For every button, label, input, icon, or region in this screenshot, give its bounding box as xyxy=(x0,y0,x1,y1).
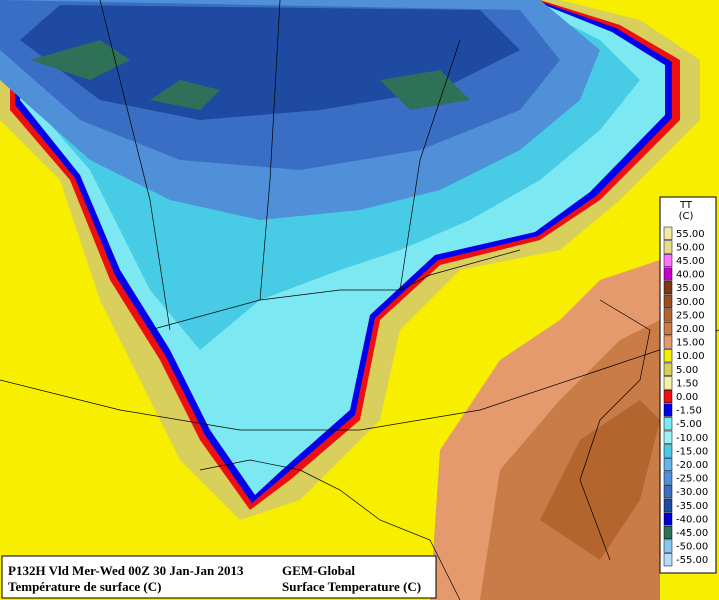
caption-box xyxy=(1,555,437,599)
legend-swatch xyxy=(663,321,673,336)
legend-label: -15.00 xyxy=(676,446,708,457)
legend-swatch xyxy=(663,498,673,512)
legend-swatch xyxy=(663,240,673,254)
legend-swatch xyxy=(663,525,673,540)
legend-label: -10.00 xyxy=(676,433,708,444)
legend-swatch xyxy=(663,226,673,240)
legend-label: -25.00 xyxy=(676,474,708,485)
legend-label: -40.00 xyxy=(676,514,708,525)
legend-label: 30.00 xyxy=(676,297,705,308)
legend-label: 0.00 xyxy=(676,392,698,403)
legend-label: -35.00 xyxy=(676,501,708,512)
legend-swatch xyxy=(663,553,673,567)
legend-label: 45.00 xyxy=(676,256,705,267)
legend-swatch xyxy=(663,349,673,363)
caption-text: GEM-Global xyxy=(282,563,355,578)
warm-region xyxy=(540,400,660,560)
legend-label: -30.00 xyxy=(676,487,708,498)
legend-swatch xyxy=(663,512,673,526)
legend-title: TT xyxy=(679,200,693,211)
legend-label: 50.00 xyxy=(676,242,705,253)
legend-label: -20.00 xyxy=(676,460,708,471)
legend-unit: (C) xyxy=(679,211,694,222)
legend-swatch xyxy=(663,281,673,295)
legend-label: 10.00 xyxy=(676,351,705,362)
legend-label: 35.00 xyxy=(676,283,705,294)
extreme-cold-region xyxy=(30,40,470,110)
legend-swatch xyxy=(663,335,673,349)
legend-label: 25.00 xyxy=(676,310,705,321)
legend-label: 55.00 xyxy=(676,229,705,240)
legend-swatch xyxy=(663,376,673,390)
caption-text: Température de surface (C) xyxy=(8,579,161,594)
legend-swatch xyxy=(663,253,673,268)
legend-label: -45.00 xyxy=(676,528,708,539)
legend-label: -55.00 xyxy=(676,555,708,566)
legend-swatch xyxy=(663,267,673,281)
legend-label: -1.50 xyxy=(676,406,702,417)
legend-label: 15.00 xyxy=(676,338,705,349)
legend-label: 5.00 xyxy=(676,365,698,376)
legend-swatch xyxy=(663,403,673,417)
legend-swatch xyxy=(663,430,673,444)
legend-swatch xyxy=(663,539,673,553)
legend-swatch xyxy=(663,485,673,499)
legend-swatch xyxy=(663,417,673,431)
legend-label: 20.00 xyxy=(676,324,705,335)
legend-swatch xyxy=(663,389,673,404)
legend-swatch xyxy=(663,471,673,485)
legend-swatch xyxy=(663,457,673,472)
legend-swatch xyxy=(663,362,673,376)
legend-label: 1.50 xyxy=(676,378,698,389)
legend-swatch xyxy=(663,444,673,458)
legend-label: -5.00 xyxy=(676,419,702,430)
legend-swatch xyxy=(663,294,673,308)
legend-label: -50.00 xyxy=(676,542,708,553)
legend-swatch xyxy=(663,308,673,322)
caption-text: P132H Vld Mer-Wed 00Z 30 Jan-Jan 2013 xyxy=(8,563,244,578)
caption-text: Surface Temperature (C) xyxy=(282,579,421,594)
legend-label: 40.00 xyxy=(676,270,705,281)
